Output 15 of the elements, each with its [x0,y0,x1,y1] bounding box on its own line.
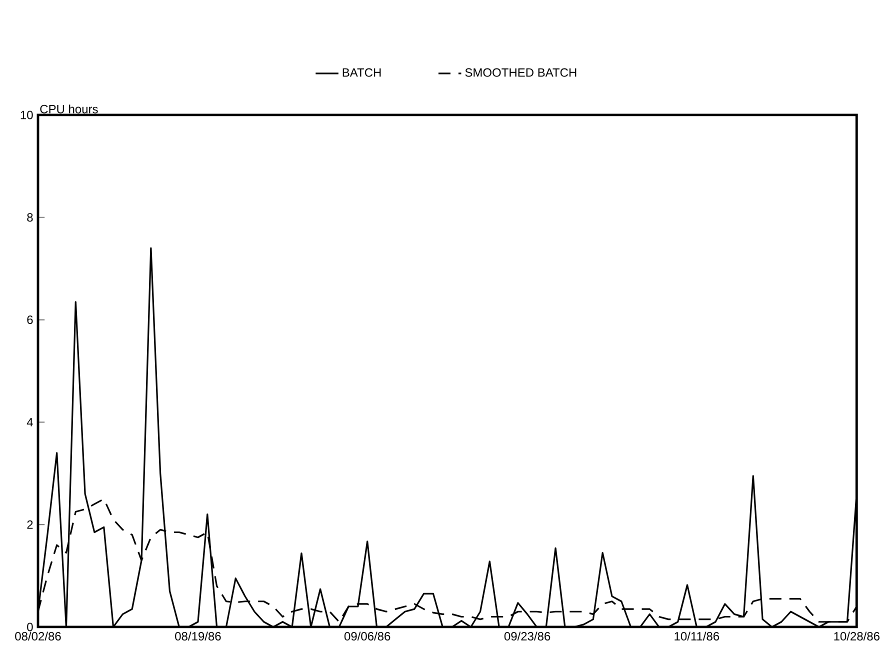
y-tick-label: 2 [27,520,33,529]
y-tick-label: 6 [27,316,33,324]
x-tick-label: 09/23/86 [504,632,550,641]
x-tick-label: 10/11/86 [674,632,720,641]
x-tick-label: 10/28/86 [834,632,880,641]
legend-label: BATCH [342,68,381,77]
y-tick-label: 0 [27,622,33,632]
y-axis-title: CPU hours [40,104,98,114]
x-tick-label: 09/06/86 [344,632,390,641]
y-tick-label: 4 [26,418,33,426]
x-tick-label: 08/19/86 [175,632,221,641]
y-tick-label: 10 [20,110,33,120]
legend-label: SMOOTHED BATCH [465,68,576,77]
y-tick-label: 8 [27,213,33,222]
x-tick-label: 08/02/86 [15,632,61,641]
